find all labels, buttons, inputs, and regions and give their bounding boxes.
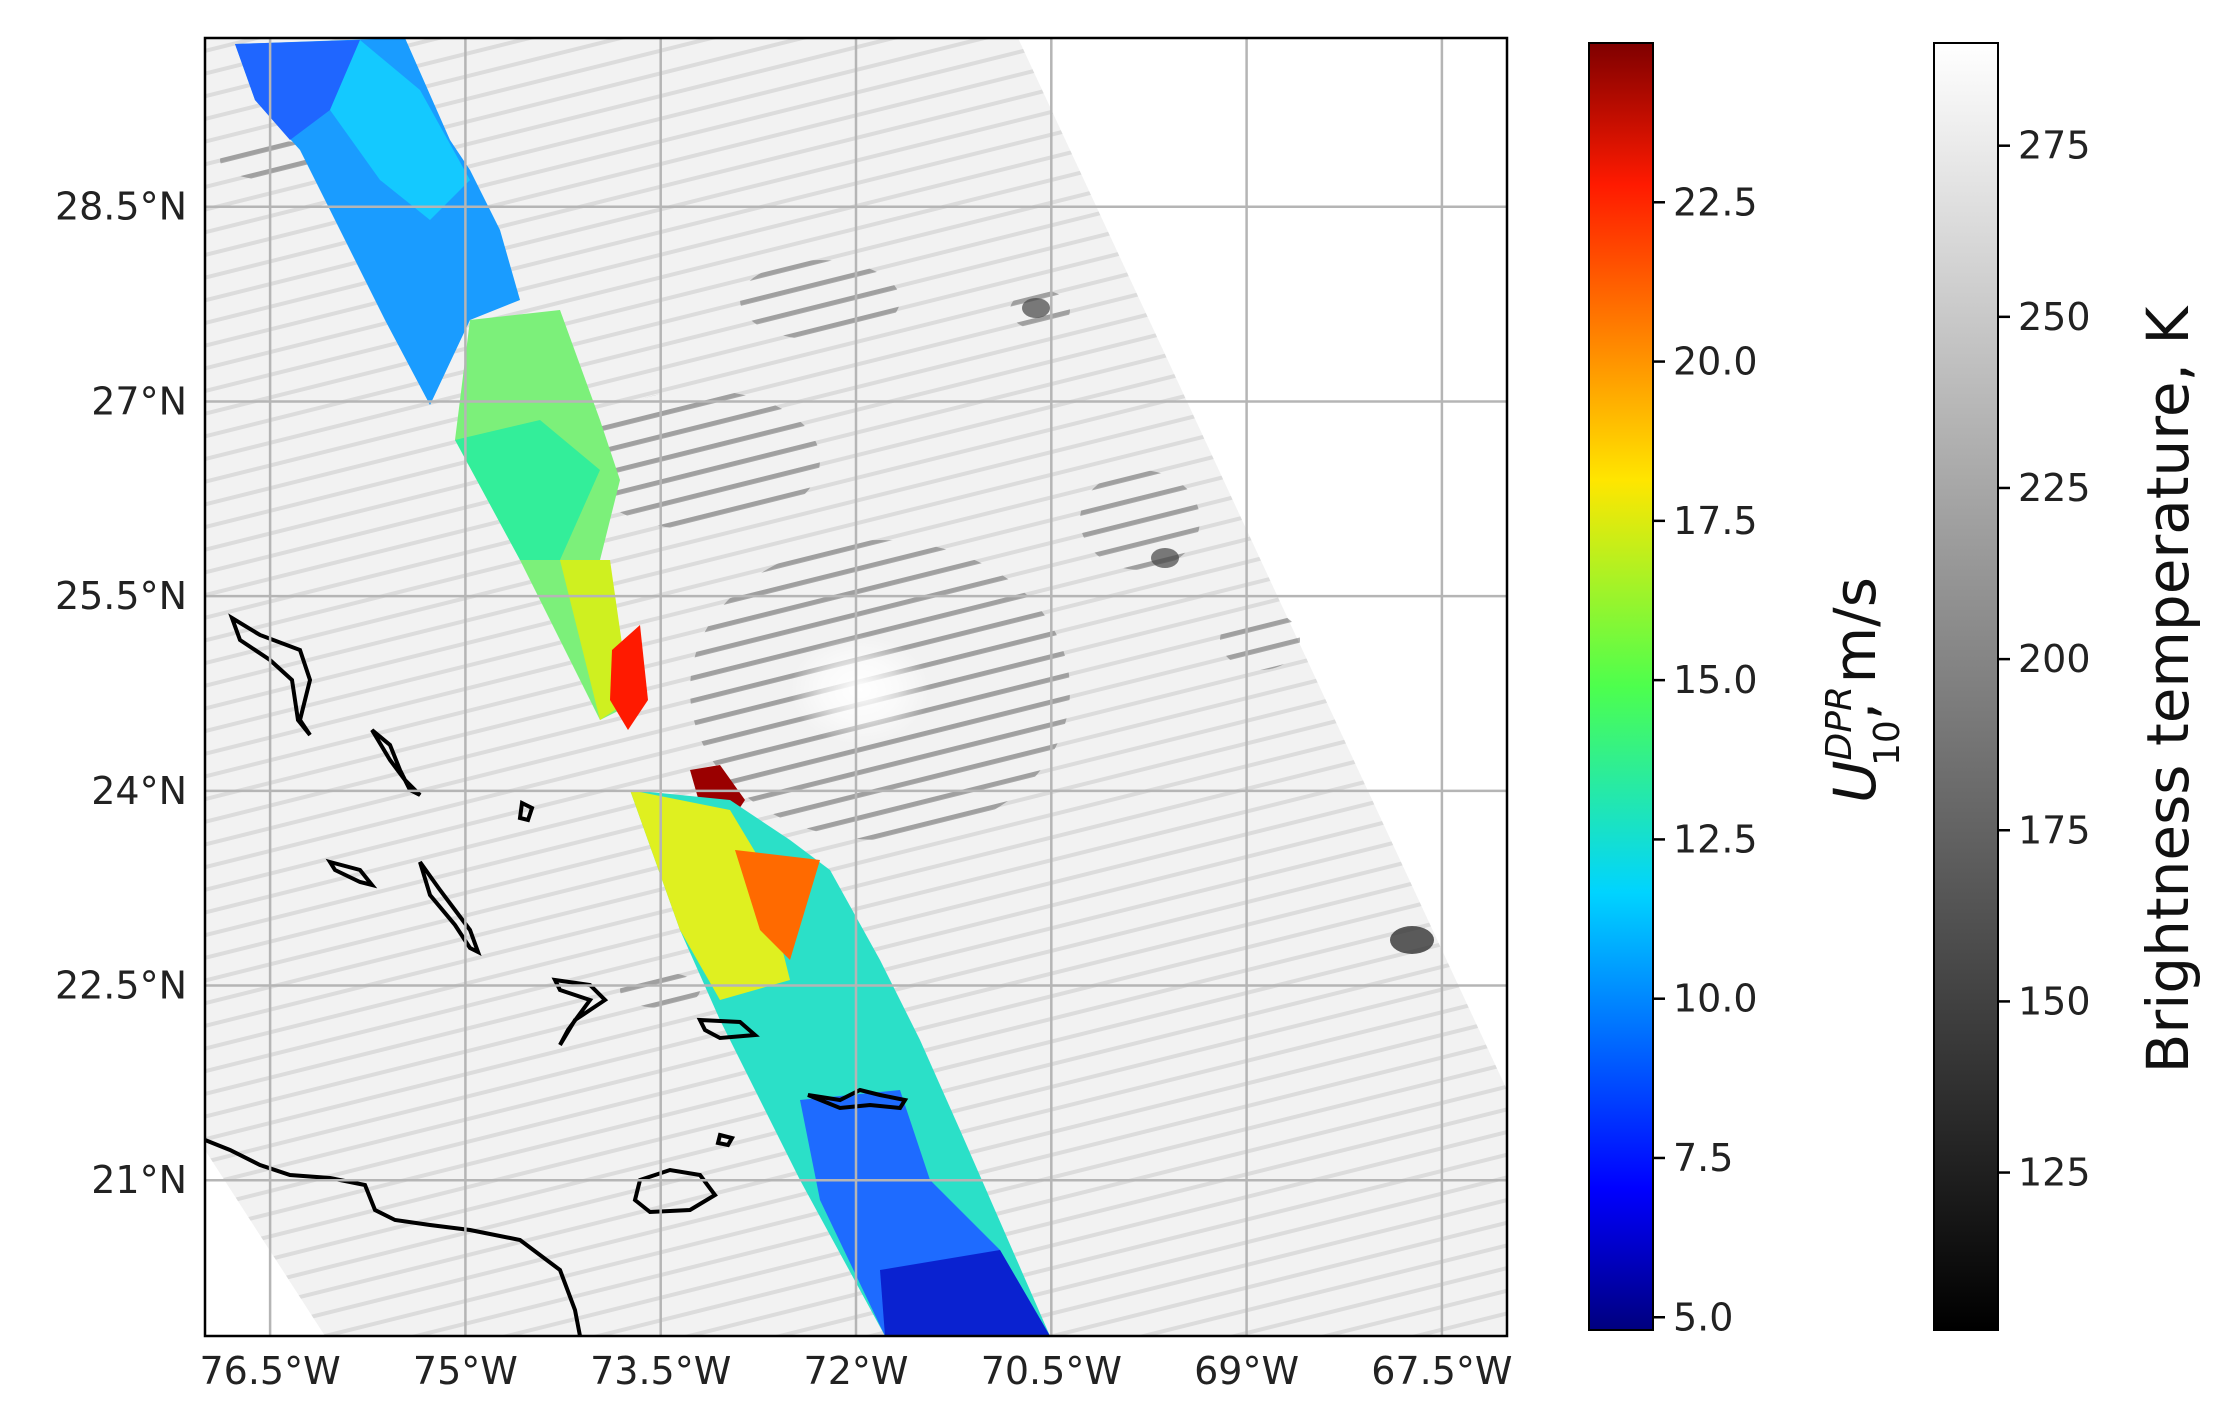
lat-axis: 28.5°N 27°N 25.5°N 24°N 22.5°N 21°N	[55, 185, 187, 1202]
coastline-cat-island	[517, 799, 535, 823]
coastline-hispaniola	[632, 1167, 718, 1215]
lon-tick-label: 72°W	[804, 1349, 909, 1393]
coastline-cuba	[205, 1138, 582, 1336]
colorbar-tick-label: 17.5	[1673, 499, 1758, 543]
colorbar-tick-label: 10.0	[1673, 977, 1758, 1021]
colorbar-tick-label: 250	[2018, 295, 2091, 339]
colorbar-tick-label: 150	[2018, 979, 2091, 1023]
wind-segment-north	[235, 38, 520, 405]
tb-colorbar-label: Brightness temperature, K	[2134, 305, 2202, 1074]
lon-tick-label: 70.5°W	[981, 1349, 1122, 1393]
wind-segment-north-blue	[235, 40, 360, 140]
tb-colorbar-ticks: 125 150 175 200 225 250 275	[1998, 124, 2091, 1195]
wind-segment-red	[610, 625, 648, 730]
colorbar-tick-label: 275	[2018, 124, 2091, 168]
wind-segment-mid-green	[455, 420, 600, 560]
map-panel	[205, 38, 1507, 1336]
lat-tick-label: 21°N	[91, 1158, 187, 1202]
colorbar-tick-label: 20.0	[1673, 340, 1758, 384]
lat-tick-label: 24°N	[91, 769, 187, 813]
map-frame	[203, 36, 1509, 1338]
wind-segment-south-orange	[735, 850, 820, 960]
tb-colorbar: 125 150 175 200 225 250 275 Brightness tempera…	[1933, 42, 2202, 1331]
lon-tick-label: 67.5°W	[1371, 1349, 1512, 1393]
coastlines	[205, 613, 909, 1336]
colorbar-tick-label: 7.5	[1673, 1136, 1733, 1180]
coastline-eleuthera	[370, 728, 422, 797]
wind-segment-south-navy	[880, 1250, 1050, 1336]
colorbar-tick-label: 225	[2018, 466, 2091, 510]
lon-tick-label: 75°W	[413, 1349, 518, 1393]
lat-tick-label: 22.5°N	[55, 964, 187, 1008]
coastline-exuma	[325, 858, 378, 889]
lon-tick-label: 73.5°W	[590, 1349, 731, 1393]
wind-colorbar: 5.0 7.5 10.0 12.5 15.0 17.5 20.0 22.5 UDPR 10, m…	[1588, 42, 1908, 1339]
colorbar-tick-label: 175	[2018, 808, 2091, 852]
hurricane-eye	[790, 635, 930, 745]
coastline-turks	[807, 1087, 909, 1111]
wind-colorbar-label: UDPR 10, m/s	[1819, 577, 1908, 803]
lat-tick-label: 28.5°N	[55, 185, 187, 229]
wind-colorbar-ticks: 5.0 7.5 10.0 12.5 15.0 17.5 20.0 22.5	[1653, 180, 1758, 1339]
lon-tick-label: 76.5°W	[200, 1349, 341, 1393]
colorbar-tick-label: 12.5	[1673, 817, 1758, 861]
colorbar-tick-label: 200	[2018, 637, 2091, 681]
colorbar-tick-label: 125	[2018, 1151, 2091, 1195]
coastline-caicos	[715, 1132, 736, 1148]
lat-tick-label: 25.5°N	[55, 574, 187, 618]
cold-cloud-top	[1022, 298, 1050, 318]
lon-tick-label: 69°W	[1194, 1349, 1299, 1393]
coastline-inagua	[696, 1017, 760, 1041]
coastline-long-island	[418, 860, 482, 957]
lat-tick-label: 27°N	[91, 379, 187, 423]
wind-segment-north-cyan	[330, 40, 470, 220]
coastline-andros	[228, 613, 313, 737]
cold-cloud-top	[1390, 926, 1434, 954]
wind-segment-south-yellow	[630, 790, 790, 1000]
wind-colorbar-gradient	[1588, 42, 1654, 1331]
lon-axis: 76.5°W 75°W 73.5°W 72°W 70.5°W 69°W 67.5°W	[200, 1349, 1513, 1393]
cold-cloud-top	[1151, 548, 1179, 568]
colorbar-tick-label: 22.5	[1673, 180, 1758, 224]
dpr-wind-swath	[235, 38, 1050, 1336]
gridlines	[205, 38, 1507, 1336]
colorbar-tick-label: 15.0	[1673, 658, 1758, 702]
colorbar-tick-label: 5.0	[1673, 1295, 1733, 1339]
coastline-acklins	[551, 977, 609, 1047]
tb-colorbar-gradient	[1933, 42, 1999, 1331]
